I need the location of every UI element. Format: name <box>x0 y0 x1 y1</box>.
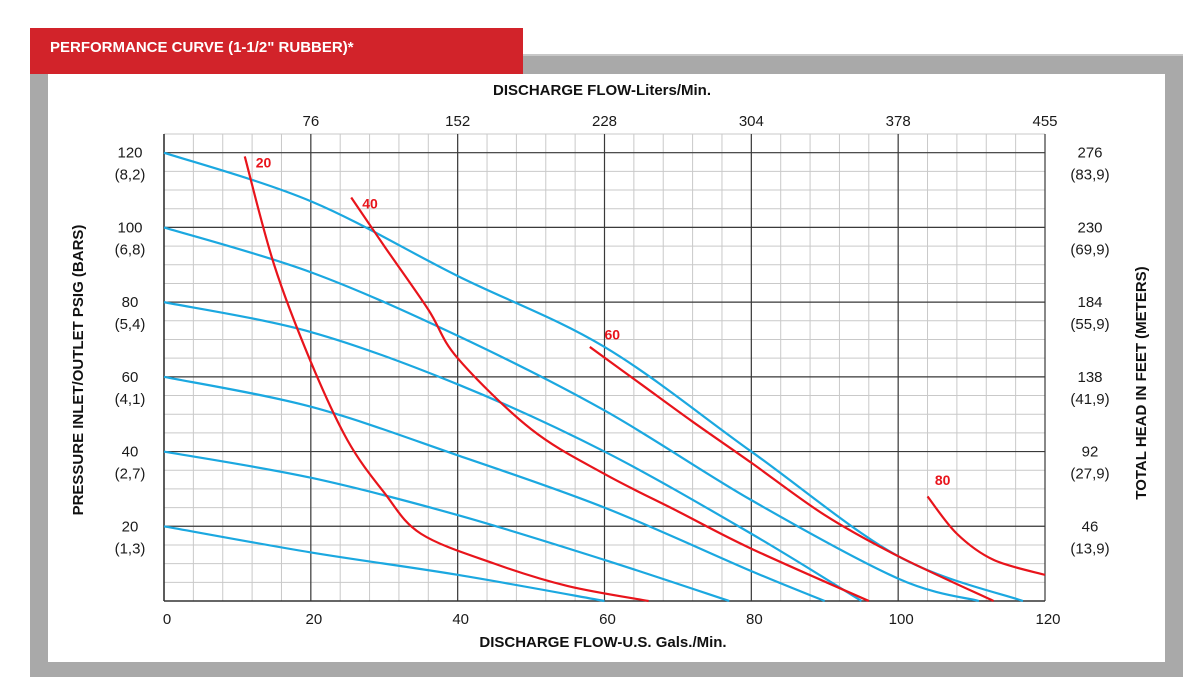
y2-tick-sublabel: (83,9) <box>1070 167 1109 184</box>
y2-tick-label: 230 <box>1077 219 1102 236</box>
x-tick-label: 0 <box>163 611 171 628</box>
chart-title: PERFORMANCE CURVE (1-1/2" RUBBER)* <box>30 28 523 74</box>
x2-tick-label: 152 <box>445 113 470 130</box>
x2-axis-title: DISCHARGE FLOW-Liters/Min. <box>493 82 711 99</box>
y-tick-sublabel: (5,4) <box>115 316 146 333</box>
y2-tick-label: 276 <box>1077 145 1102 162</box>
y2-tick-sublabel: (41,9) <box>1070 391 1109 408</box>
x-tick-label: 100 <box>889 611 914 628</box>
y-tick-label: 120 <box>117 145 142 162</box>
air-curve-40 <box>350 196 870 603</box>
x-tick-label: 60 <box>599 611 616 628</box>
y-axis-title: PRESSURE INLET/OUTLET PSIG (BARS) <box>70 225 87 516</box>
tick-labels: 0 20 40 60 80 100 120 76 152 228 304 378 455 120 (8,2)… <box>115 113 1110 628</box>
y2-tick-sublabel: (13,9) <box>1070 540 1109 557</box>
x-tick-label: 40 <box>452 611 469 628</box>
y-tick-sublabel: (1,3) <box>115 540 146 557</box>
major-grid <box>163 134 1046 602</box>
y-tick-label: 100 <box>117 219 142 236</box>
air-curve-label-80: 80 <box>935 472 951 488</box>
y2-tick-sublabel: (69,9) <box>1070 241 1109 258</box>
y2-tick-label: 184 <box>1077 294 1102 311</box>
y-tick-sublabel: (2,7) <box>115 466 146 483</box>
y2-tick-sublabel: (55,9) <box>1070 316 1109 333</box>
y-tick-sublabel: (4,1) <box>115 391 146 408</box>
x2-tick-label: 228 <box>592 113 617 130</box>
air-curve-label-40: 40 <box>362 196 378 212</box>
x2-tick-label: 304 <box>739 113 764 130</box>
air-curve-label-20: 20 <box>256 155 272 171</box>
pressure-curve-5 <box>163 525 605 603</box>
x-tick-label: 120 <box>1035 611 1060 628</box>
y2-axis-title: TOTAL HEAD IN FEET (METERS) <box>1133 266 1150 499</box>
pressure-curve-2 <box>163 301 863 602</box>
x-tick-label: 80 <box>746 611 763 628</box>
x2-tick-label: 378 <box>886 113 911 130</box>
x-axis-title: DISCHARGE FLOW-U.S. Gals./Min. <box>479 634 726 651</box>
y-tick-label: 20 <box>122 518 139 535</box>
air-curve-20 <box>243 156 649 603</box>
y-tick-sublabel: (8,2) <box>115 167 146 184</box>
pressure-curve-1 <box>163 226 980 603</box>
pressure-curve-4 <box>163 450 730 603</box>
pressure-curve-3 <box>163 375 826 603</box>
air-curve-label-60: 60 <box>605 326 621 342</box>
y-tick-label: 80 <box>122 294 139 311</box>
x2-tick-label: 455 <box>1032 113 1057 130</box>
air-curve-60 <box>589 346 995 602</box>
y-tick-label: 60 <box>122 369 139 386</box>
air-consumption-curves: 20 40 60 80 <box>243 155 1046 603</box>
y2-tick-label: 138 <box>1077 369 1102 386</box>
x-tick-label: 20 <box>305 611 322 628</box>
air-curve-80 <box>926 495 1046 576</box>
y-tick-label: 40 <box>122 444 139 461</box>
y2-tick-sublabel: (27,9) <box>1070 466 1109 483</box>
y2-tick-label: 46 <box>1082 518 1099 535</box>
y-tick-sublabel: (6,8) <box>115 241 146 258</box>
header-rule <box>523 54 1183 56</box>
y2-tick-label: 92 <box>1082 444 1099 461</box>
x2-tick-label: 76 <box>302 113 319 130</box>
